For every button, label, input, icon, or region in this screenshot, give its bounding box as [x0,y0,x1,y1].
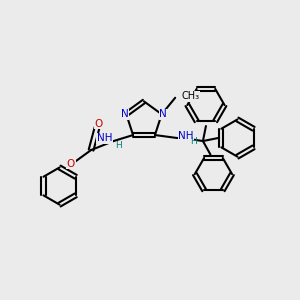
Text: N: N [121,109,129,119]
Text: O: O [67,158,75,169]
Text: NH: NH [178,130,194,141]
Text: H: H [190,137,197,146]
Text: H: H [115,141,122,150]
Text: O: O [94,119,103,129]
Text: CH₃: CH₃ [182,91,200,101]
Text: N: N [159,109,167,119]
Text: NH: NH [97,133,112,143]
